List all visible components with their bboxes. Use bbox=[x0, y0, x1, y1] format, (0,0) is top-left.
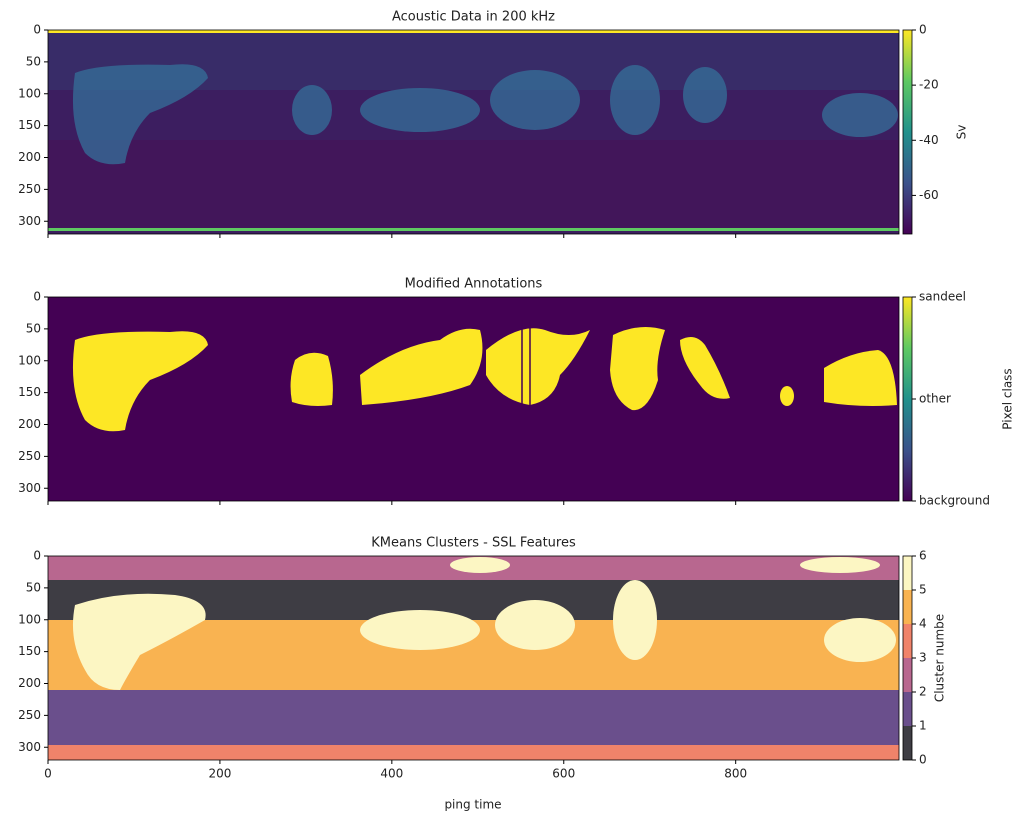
y-tick-label: 250 bbox=[18, 182, 41, 196]
y-tick-label: 300 bbox=[18, 740, 41, 754]
y-tick-label: 50 bbox=[26, 54, 41, 68]
colorbar-tick-label: background bbox=[919, 494, 990, 508]
acoustic-image bbox=[48, 30, 899, 234]
colorbar-segment bbox=[903, 590, 912, 624]
colorbar-tick-label: 3 bbox=[919, 651, 927, 665]
y-tick-label: 300 bbox=[18, 214, 41, 228]
colorbar-segment bbox=[903, 556, 912, 590]
x-tick-label: 600 bbox=[552, 767, 575, 781]
y-tick-label: 250 bbox=[18, 708, 41, 722]
y-tick-label: 200 bbox=[18, 417, 41, 431]
panel-title: Acoustic Data in 200 kHz bbox=[392, 10, 555, 25]
colorbar-label: Sv bbox=[955, 125, 969, 140]
y-tick-label: 0 bbox=[33, 549, 41, 563]
colorbar-tick-label: other bbox=[919, 392, 951, 406]
y-tick-label: 300 bbox=[18, 481, 41, 495]
y-tick-label: 50 bbox=[26, 321, 41, 335]
y-tick-label: 250 bbox=[18, 449, 41, 463]
colorbar-tick-label: -40 bbox=[919, 133, 939, 147]
colorbar-tick-label: sandeel bbox=[919, 290, 966, 304]
x-tick-label: 200 bbox=[208, 767, 231, 781]
panel-title: Modified Annotations bbox=[405, 277, 543, 292]
panel-title: KMeans Clusters - SSL Features bbox=[371, 536, 576, 551]
x-axis-label: ping time bbox=[444, 798, 501, 812]
colorbar bbox=[903, 297, 912, 501]
x-tick-label: 800 bbox=[724, 767, 747, 781]
y-tick-label: 100 bbox=[18, 353, 41, 367]
colorbar-segment bbox=[903, 624, 912, 658]
colorbar-tick-label: 0 bbox=[919, 753, 927, 767]
colorbar-tick-label: -20 bbox=[919, 78, 939, 92]
colorbar-label: Pixel class bbox=[1001, 368, 1015, 429]
y-tick-label: 150 bbox=[18, 118, 41, 132]
x-tick-label: 0 bbox=[44, 767, 52, 781]
colorbar bbox=[903, 30, 912, 234]
annotation-image bbox=[48, 297, 899, 501]
colorbar-segment bbox=[903, 692, 912, 726]
colorbar-tick-label: 6 bbox=[919, 549, 927, 563]
y-tick-label: 0 bbox=[33, 290, 41, 304]
colorbar-segment bbox=[903, 658, 912, 692]
colorbar-segment bbox=[903, 726, 912, 760]
colorbar-tick-label: 4 bbox=[919, 617, 927, 631]
y-tick-label: 150 bbox=[18, 644, 41, 658]
y-tick-label: 50 bbox=[26, 580, 41, 594]
colorbar-tick-label: 5 bbox=[919, 583, 927, 597]
colorbar-label: Cluster numbe bbox=[933, 614, 947, 702]
y-tick-label: 100 bbox=[18, 612, 41, 626]
y-tick-label: 100 bbox=[18, 86, 41, 100]
y-tick-label: 0 bbox=[33, 23, 41, 37]
cluster-image bbox=[48, 556, 899, 760]
colorbar-tick-label: 2 bbox=[919, 685, 927, 699]
y-tick-label: 150 bbox=[18, 385, 41, 399]
colorbar-tick-label: -60 bbox=[919, 188, 939, 202]
colorbar-tick-label: 1 bbox=[919, 719, 927, 733]
figure: ping time Acoustic Data in 200 kHz050100… bbox=[0, 0, 1015, 816]
colorbar-tick-label: 0 bbox=[919, 23, 927, 37]
x-tick-label: 400 bbox=[380, 767, 403, 781]
y-tick-label: 200 bbox=[18, 150, 41, 164]
y-tick-label: 200 bbox=[18, 676, 41, 690]
